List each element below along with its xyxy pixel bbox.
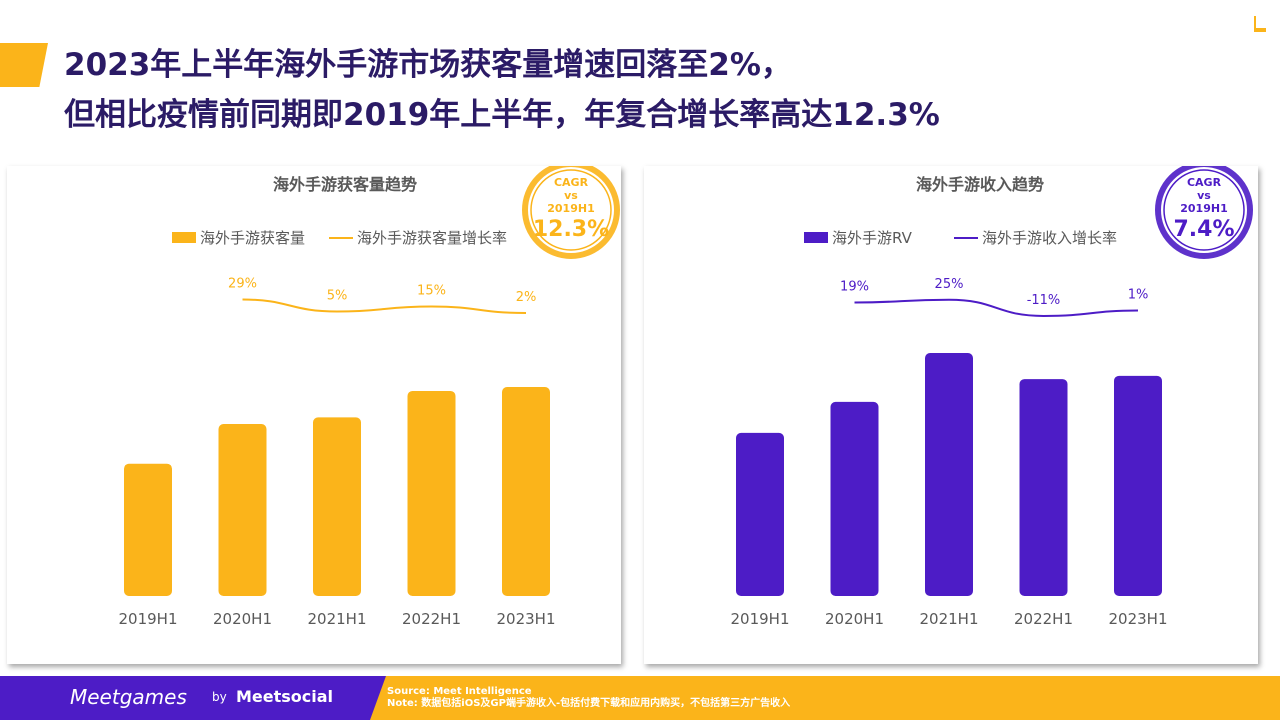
chart-title: 海外手游获客量趋势	[273, 175, 417, 194]
x-tick-label: 2023H1	[1109, 610, 1168, 628]
growth-rate-label: 2%	[516, 290, 537, 305]
page-title: 2023年上半年海外手游市场获客量增速回落至2%， 但相比疫情前同期即2019年…	[64, 40, 940, 140]
cagr-badge-line1: CAGR	[554, 176, 589, 189]
cagr-badge-line3: 2019H1	[1180, 202, 1227, 215]
legend-line-label: 海外手游收入增长率	[982, 229, 1117, 247]
bar-2022H1	[407, 390, 456, 596]
acquisition-chart-panel: 海外手游获客量趋势海外手游获客量 海外手游获客量增长率 2019H1 2020H1 20…	[7, 166, 621, 664]
x-tick-label: 2022H1	[1014, 610, 1073, 628]
revenue-chart-panel: 海外手游收入趋势海外手游RV 海外手游收入增长率 2019H1 2020H1 2021H…	[644, 166, 1258, 664]
x-tick-label: 2021H1	[308, 610, 367, 628]
legend-bar-swatch	[172, 232, 196, 243]
chart-title: 海外手游收入趋势	[916, 175, 1044, 194]
cagr-badge-value: 12.3%	[533, 217, 609, 242]
growth-rate-label: 19%	[840, 279, 869, 294]
brand-by: by	[212, 690, 227, 704]
bar-2023H1	[502, 387, 550, 596]
x-tick-label: 2019H1	[119, 610, 178, 628]
page-title-line2: 但相比疫情前同期即2019年上半年，年复合增长率高达12.3%	[64, 97, 940, 133]
cagr-badge-value: 7.4%	[1173, 217, 1234, 242]
legend-bar-label: 海外手游RV	[832, 229, 913, 247]
bar-2020H1	[218, 424, 267, 596]
cagr-badge	[530, 169, 612, 251]
cagr-badge-line3: 2019H1	[547, 202, 594, 215]
growth-rate-label: -11%	[1027, 293, 1061, 308]
cagr-badge	[1163, 169, 1245, 251]
cagr-badge-line2: vs	[1197, 189, 1211, 202]
source-note: Source: Meet Intelligence Note: 数据包括iOS及…	[387, 686, 790, 710]
growth-rate-line	[242, 298, 527, 314]
x-tick-label: 2022H1	[402, 610, 461, 628]
brand-logo-meetgames: Meetgames	[70, 685, 187, 709]
bar-2021H1	[313, 417, 361, 596]
bar-2023H1	[1114, 375, 1162, 596]
cagr-badge-line1: CAGR	[1187, 176, 1222, 189]
footer-brand-area	[0, 676, 386, 720]
x-tick-label: 2023H1	[497, 610, 556, 628]
bar-2022H1	[1019, 379, 1068, 596]
bar-2019H1	[736, 432, 784, 596]
growth-rate-line	[854, 298, 1139, 317]
x-tick-label: 2020H1	[213, 610, 272, 628]
footer-source-area	[370, 676, 1280, 720]
bar-2019H1	[124, 463, 172, 596]
title-accent-bar	[0, 43, 48, 87]
growth-rate-label: 25%	[935, 277, 964, 292]
legend-line-label: 海外手游获客量增长率	[357, 229, 507, 247]
growth-rate-label: 15%	[417, 284, 446, 299]
bar-2021H1	[925, 353, 973, 596]
growth-rate-label: 1%	[1128, 288, 1149, 303]
cagr-badge-line2: vs	[564, 189, 578, 202]
source-text: Source: Meet Intelligence	[387, 686, 532, 697]
x-tick-label: 2020H1	[825, 610, 884, 628]
legend-bar-swatch	[804, 232, 828, 243]
bar-2020H1	[830, 401, 879, 596]
note-text: Note: 数据包括iOS及GP端手游收入-包括付费下载和应用内购买，不包括第三…	[387, 698, 791, 709]
corner-logo-mark	[1254, 16, 1266, 32]
legend-bar-label: 海外手游获客量	[200, 229, 305, 247]
growth-rate-label: 5%	[327, 289, 348, 304]
x-tick-label: 2019H1	[731, 610, 790, 628]
growth-rate-label: 29%	[228, 277, 257, 292]
footer-bar: Meetgames by Meetsocial Source: Meet Int…	[0, 676, 1280, 720]
page-title-line1: 2023年上半年海外手游市场获客量增速回落至2%，	[64, 47, 792, 83]
brand-logo-meetsocial: Meetsocial	[236, 687, 334, 706]
x-tick-label: 2021H1	[920, 610, 979, 628]
